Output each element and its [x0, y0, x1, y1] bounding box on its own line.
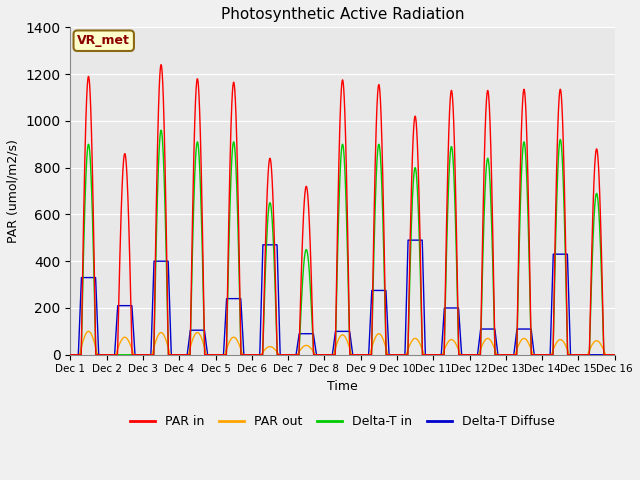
Delta-T in	[435, 352, 442, 358]
PAR in	[610, 352, 618, 358]
PAR out	[67, 352, 74, 358]
Delta-T in	[610, 352, 618, 358]
Delta-T Diffuse	[404, 237, 412, 243]
Delta-T Diffuse	[67, 352, 74, 358]
Delta-T Diffuse	[465, 352, 472, 358]
Delta-T in	[67, 352, 74, 358]
Line: PAR in: PAR in	[70, 65, 614, 355]
Delta-T Diffuse	[610, 352, 618, 358]
PAR in	[157, 62, 165, 68]
Delta-T in	[164, 348, 172, 354]
Delta-T Diffuse	[435, 352, 442, 358]
Line: PAR out: PAR out	[70, 331, 614, 355]
PAR out	[84, 328, 92, 334]
PAR in	[323, 352, 330, 358]
PAR out	[495, 352, 503, 358]
Line: Delta-T in: Delta-T in	[70, 130, 614, 355]
X-axis label: Time: Time	[327, 380, 358, 393]
Delta-T in	[157, 127, 165, 133]
Delta-T in	[465, 352, 472, 358]
PAR out	[610, 352, 618, 358]
PAR in	[67, 352, 74, 358]
PAR out	[465, 352, 472, 358]
PAR out	[611, 352, 618, 358]
PAR in	[465, 352, 472, 358]
PAR out	[164, 345, 172, 350]
Delta-T Diffuse	[164, 258, 172, 264]
PAR out	[323, 352, 330, 358]
Title: Photosynthetic Active Radiation: Photosynthetic Active Radiation	[221, 7, 464, 22]
PAR in	[611, 352, 618, 358]
Text: VR_met: VR_met	[77, 34, 130, 47]
PAR out	[435, 352, 442, 358]
Line: Delta-T Diffuse: Delta-T Diffuse	[70, 240, 614, 355]
Delta-T in	[323, 352, 330, 358]
Legend: PAR in, PAR out, Delta-T in, Delta-T Diffuse: PAR in, PAR out, Delta-T in, Delta-T Dif…	[125, 410, 561, 433]
Delta-T in	[495, 352, 503, 358]
Delta-T in	[611, 352, 618, 358]
Delta-T Diffuse	[495, 352, 503, 358]
PAR in	[435, 352, 442, 358]
Delta-T Diffuse	[611, 352, 618, 358]
Y-axis label: PAR (umol/m2/s): PAR (umol/m2/s)	[7, 139, 20, 243]
PAR in	[164, 347, 172, 353]
Delta-T Diffuse	[322, 352, 330, 358]
PAR in	[495, 352, 503, 358]
